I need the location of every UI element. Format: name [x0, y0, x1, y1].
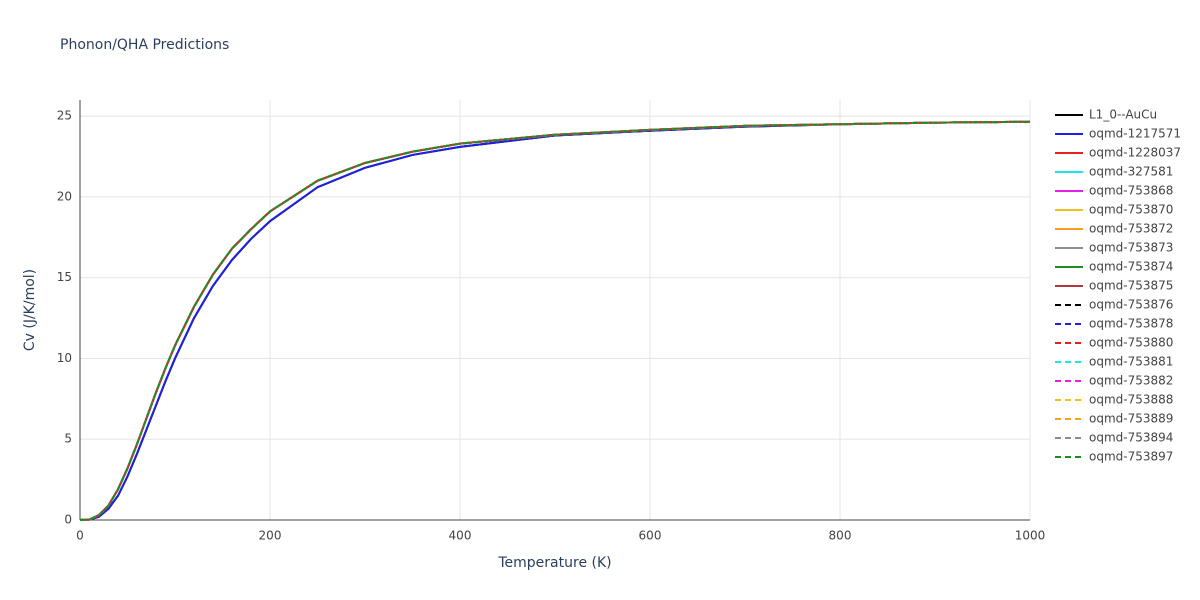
x-axis-title: Temperature (K) — [497, 555, 611, 571]
legend-label: oqmd-753889 — [1089, 412, 1173, 426]
x-tick-label: 400 — [449, 529, 472, 543]
legend-label: oqmd-753874 — [1089, 260, 1173, 274]
legend-label: L1_0--AuCu — [1089, 108, 1157, 122]
legend-label: oqmd-753868 — [1089, 184, 1173, 198]
x-tick-label: 200 — [259, 529, 282, 543]
legend-label: oqmd-327581 — [1089, 165, 1173, 179]
x-tick-label: 600 — [639, 529, 662, 543]
y-tick-label: 0 — [64, 513, 72, 527]
legend-label: oqmd-753882 — [1089, 374, 1173, 388]
legend-label: oqmd-753872 — [1089, 222, 1173, 236]
legend-label: oqmd-753880 — [1089, 336, 1173, 350]
legend-label: oqmd-753894 — [1089, 431, 1173, 445]
legend-label: oqmd-753888 — [1089, 393, 1173, 407]
legend-label: oqmd-753897 — [1089, 450, 1173, 464]
y-tick-label: 20 — [57, 189, 72, 203]
legend-label: oqmd-753873 — [1089, 241, 1173, 255]
y-tick-label: 15 — [57, 270, 72, 284]
x-tick-label: 800 — [829, 529, 852, 543]
legend-label: oqmd-753870 — [1089, 203, 1173, 217]
legend-label: oqmd-753875 — [1089, 279, 1173, 293]
chart-title: Phonon/QHA Predictions — [60, 37, 229, 53]
legend-label: oqmd-753881 — [1089, 355, 1173, 369]
legend-label: oqmd-753876 — [1089, 298, 1173, 312]
y-tick-label: 10 — [57, 351, 72, 365]
y-tick-label: 25 — [57, 109, 72, 123]
x-tick-label: 1000 — [1015, 529, 1046, 543]
x-tick-label: 0 — [76, 529, 84, 543]
series-line — [79, 120, 1031, 521]
legend-label: oqmd-753878 — [1089, 317, 1173, 331]
y-tick-label: 5 — [64, 432, 72, 446]
legend-label: oqmd-1228037 — [1089, 146, 1181, 160]
legend-label: oqmd-1217571 — [1089, 127, 1181, 141]
y-axis-title: Cv (J/K/mol) — [22, 269, 38, 351]
